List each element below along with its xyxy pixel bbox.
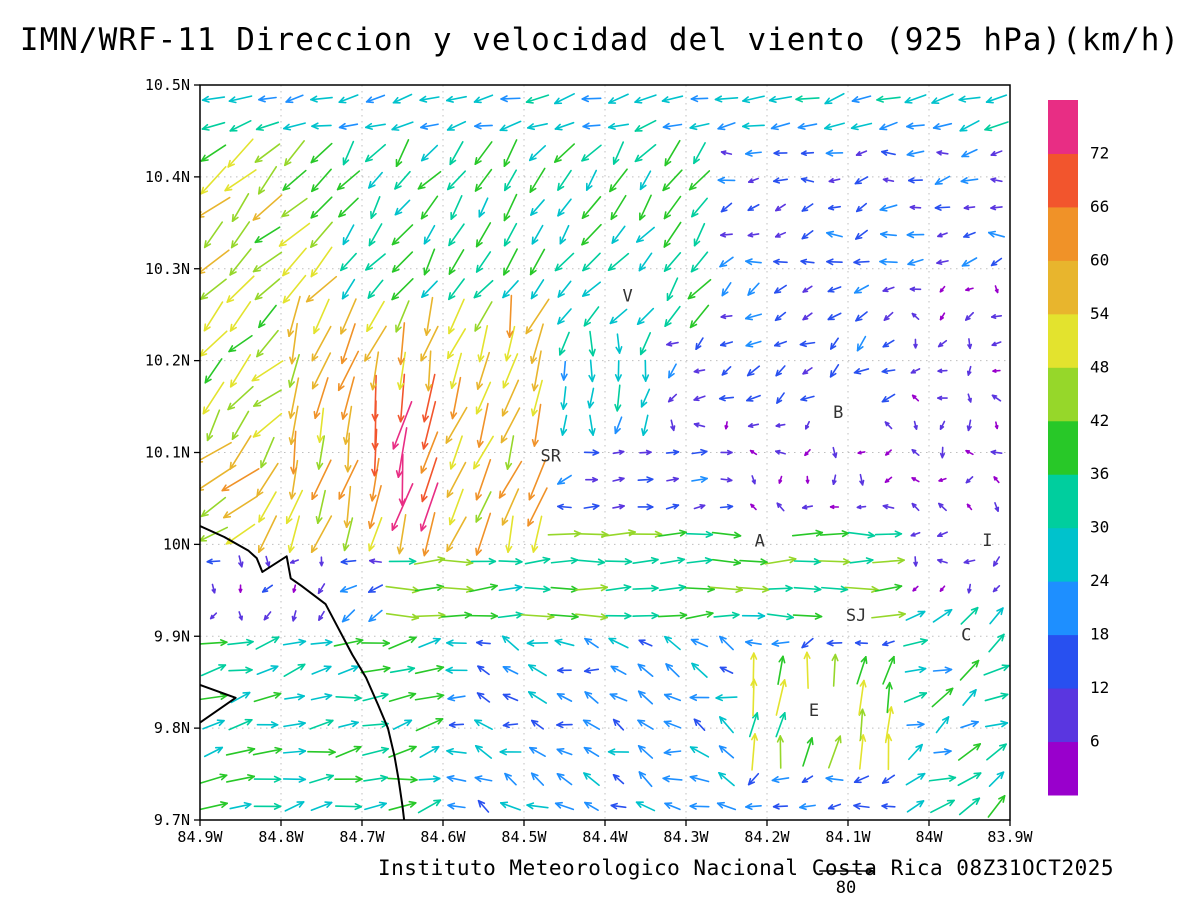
station-label: SJ [846, 606, 866, 626]
y-tick-label: 10.2N [145, 352, 190, 370]
colorbar-label: 60 [1090, 250, 1109, 269]
colorbar-label: 6 [1090, 732, 1100, 751]
wind-vectors [200, 92, 1010, 818]
y-tick-label: 9.9N [154, 627, 190, 645]
colorbar-label: 72 [1090, 143, 1109, 162]
y-tick-label: 9.8N [154, 719, 190, 737]
y-tick-label: 10N [163, 535, 190, 553]
y-tick-label: 9.7N [154, 811, 190, 829]
x-tick-label: 84.3W [663, 828, 709, 846]
x-tick-label: 84.7W [339, 828, 385, 846]
colorbar-label: 42 [1090, 411, 1109, 430]
grid-lines [200, 85, 1010, 820]
colorbar-label: 12 [1090, 678, 1109, 697]
x-tick-label: 84.8W [258, 828, 304, 846]
chart-title: IMN/WRF-11 Direccion y velocidad del vie… [19, 22, 1181, 58]
colorbar-label: 48 [1090, 357, 1109, 376]
station-label: SR [540, 446, 561, 466]
y-tick-label: 10.3N [145, 260, 190, 278]
y-tick-label: 10.5N [145, 76, 190, 94]
colorbar-label: 54 [1090, 304, 1109, 323]
station-label: C [961, 625, 971, 645]
station-labels: V B SR A SJ C E I [540, 286, 992, 720]
x-tick-label: 84.5W [501, 828, 547, 846]
x-tick-label: 83.9W [987, 828, 1033, 846]
x-tick-label: 84.2W [744, 828, 790, 846]
colorbar-label: 24 [1090, 571, 1109, 590]
colorbar-label: 30 [1090, 518, 1109, 537]
x-tick-label: 84.4W [582, 828, 628, 846]
colorbar-label: 36 [1090, 464, 1109, 483]
reference-vector: 80 [819, 867, 874, 898]
reference-vector-label: 80 [836, 878, 856, 898]
station-label: V [623, 286, 633, 306]
station-label: I [982, 531, 992, 551]
x-tick-label: 84.1W [825, 828, 871, 846]
x-tick-label: 84W [915, 828, 943, 846]
x-tick-label: 84.6W [420, 828, 466, 846]
station-label: B [833, 403, 843, 423]
station-label: E [809, 701, 819, 721]
y-tick-label: 10.1N [145, 444, 190, 462]
colorbar-label: 66 [1090, 197, 1109, 216]
axes: 84.9W 84.8W 84.7W 84.6W 84.5W 84.4W 84.3W 84.2W… [145, 76, 1034, 846]
colorbar: 6 12 18 24 30 36 42 48 54 60 66 72 [1048, 100, 1109, 796]
colorbar-label: 18 [1090, 625, 1109, 644]
station-label: A [755, 532, 765, 552]
coastline [200, 525, 406, 820]
y-tick-label: 10.4N [145, 168, 190, 186]
footer-credit: Instituto Meteorologico Nacional Costa R… [378, 856, 1115, 880]
x-tick-label: 84.9W [177, 828, 223, 846]
